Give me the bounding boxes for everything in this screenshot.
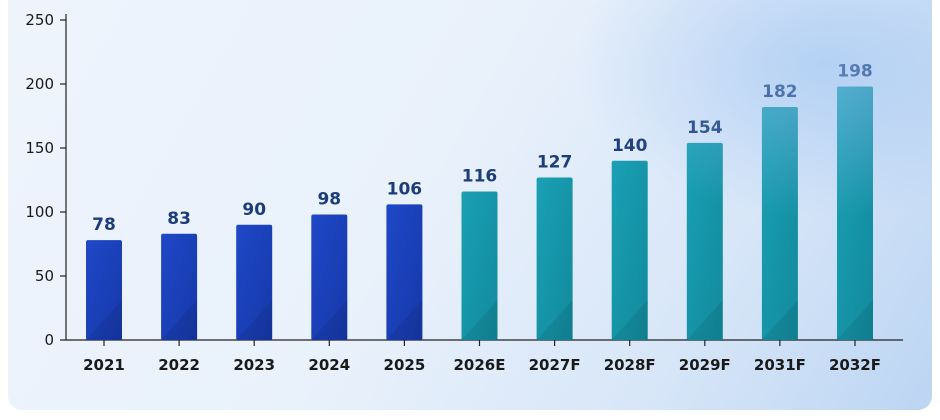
- value-label-2024: 98: [317, 190, 341, 210]
- value-label-2022: 83: [167, 209, 191, 229]
- bar-shade: [236, 300, 273, 340]
- bar-2022: [161, 233, 198, 340]
- value-label-2025: 106: [387, 179, 423, 199]
- bar-2031F: [761, 107, 798, 340]
- bar-shade: [161, 300, 198, 340]
- y-tick-label: 200: [25, 75, 54, 93]
- value-label-2028F: 140: [612, 136, 648, 156]
- bar-2026E: [461, 191, 498, 340]
- x-tick-label-2024: 2024: [308, 356, 350, 374]
- bar-2024: [311, 214, 348, 340]
- value-label-2032F: 198: [837, 62, 873, 82]
- bar-shade: [386, 300, 423, 340]
- bar-shade: [611, 300, 648, 340]
- y-tick-label: 0: [44, 331, 54, 349]
- y-tick-label: 150: [25, 139, 54, 157]
- chart-card: 0 50 100 150 200 250 78 2021 83 2022 90 2023 98 2024 1…: [8, 0, 932, 410]
- bar-shade: [461, 300, 498, 340]
- bar-shade: [686, 300, 723, 340]
- value-label-2029F: 154: [687, 118, 723, 138]
- x-tick-label-2026E: 2026E: [454, 356, 506, 374]
- bar-shade: [837, 300, 873, 340]
- value-label-2031F: 182: [762, 82, 798, 102]
- bar-2025: [386, 204, 423, 340]
- x-tick-label-2031F: 2031F: [754, 356, 806, 374]
- bar-2027F: [536, 177, 573, 340]
- bar-shade: [311, 300, 348, 340]
- bar-chart: 0 50 100 150 200 250 78 2021 83 2022 90 2023 98 2024 1…: [25, 11, 903, 374]
- x-tick-label-2023: 2023: [233, 356, 275, 374]
- y-tick-label: 50: [35, 267, 54, 285]
- value-label-2021: 78: [92, 215, 116, 235]
- value-label-2023: 90: [242, 200, 266, 220]
- value-label-2027F: 127: [537, 152, 573, 172]
- x-tick-label-2021: 2021: [83, 356, 125, 374]
- y-tick-label: 100: [25, 203, 54, 221]
- bar-shade: [761, 300, 798, 340]
- bar-2023: [236, 224, 273, 340]
- x-tick-label-2025: 2025: [384, 356, 426, 374]
- bar-2032F: [837, 86, 873, 340]
- x-tick-label-2028F: 2028F: [604, 356, 656, 374]
- x-tick-label-2022: 2022: [158, 356, 200, 374]
- x-tick-label-2029F: 2029F: [679, 356, 731, 374]
- bar-shade: [536, 300, 573, 340]
- bar-shade: [86, 300, 122, 340]
- y-tick-label: 250: [25, 11, 54, 29]
- x-tick-label-2027F: 2027F: [529, 356, 581, 374]
- x-tick-label-2032F: 2032F: [829, 356, 881, 374]
- bar-2021: [86, 240, 122, 340]
- value-label-2026E: 116: [462, 167, 498, 187]
